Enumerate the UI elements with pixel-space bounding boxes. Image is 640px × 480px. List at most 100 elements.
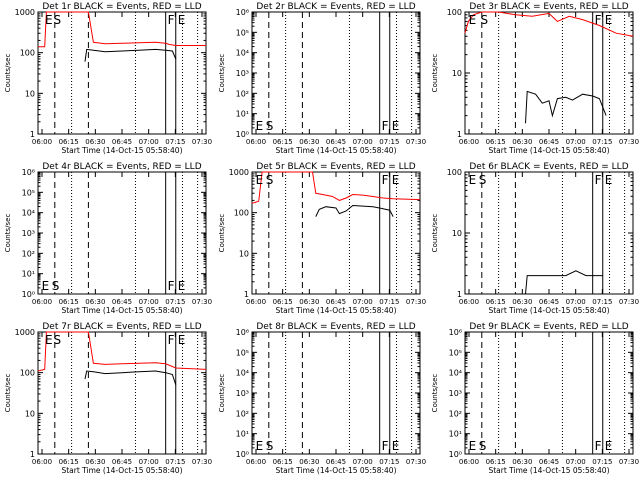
x-tick-label: 06:30 bbox=[512, 298, 532, 306]
y-tick-label: 1000 bbox=[15, 8, 35, 17]
y-axis-label: Counts/sec bbox=[431, 54, 439, 93]
x-tick-label: 06:00 bbox=[246, 458, 266, 466]
y-tick-label: 1000 bbox=[15, 328, 35, 337]
y-tick-label: 10² bbox=[236, 89, 249, 98]
x-tick-label: 06:15 bbox=[486, 138, 506, 146]
y-tick-label: 10¹ bbox=[22, 270, 35, 279]
x-tick-label: 07:30 bbox=[619, 458, 639, 466]
x-tick-label: 06:45 bbox=[112, 298, 132, 306]
x-tick-label: 06:00 bbox=[459, 138, 479, 146]
y-tick-label: 10² bbox=[236, 409, 249, 418]
y-tick-label: 10¹ bbox=[236, 110, 249, 119]
subplot-3: Det 3r BLACK = Events, RED = LLD 1 10 100 Co… bbox=[431, 2, 639, 155]
y-tick-label: 10² bbox=[449, 409, 462, 418]
y-tick-label: 10³ bbox=[449, 389, 462, 398]
plot-frame bbox=[251, 11, 421, 135]
y-tick-label: 10 bbox=[25, 409, 35, 418]
y-tick-label: 10³ bbox=[236, 389, 249, 398]
y-tick-label: 10 bbox=[452, 69, 462, 78]
subplot-title: Det 7r BLACK = Events, RED = LLD bbox=[42, 322, 201, 332]
event-marker-label: E bbox=[605, 13, 613, 27]
x-tick-label: 06:00 bbox=[459, 458, 479, 466]
x-tick-label: 07:15 bbox=[165, 138, 185, 146]
x-tick-label: 06:15 bbox=[59, 138, 79, 146]
x-tick-label: 06:45 bbox=[112, 458, 132, 466]
series-line-events bbox=[84, 48, 177, 62]
y-axis-label: Counts/sec bbox=[218, 214, 226, 253]
event-marker-label: E bbox=[178, 333, 186, 347]
event-marker-label: S bbox=[266, 173, 274, 187]
x-tick-label: 06:00 bbox=[32, 298, 52, 306]
y-tick-label: 10³ bbox=[22, 229, 35, 238]
x-tick-label: 07:30 bbox=[406, 298, 426, 306]
x-tick-label: 07:15 bbox=[379, 298, 399, 306]
event-marker-label: E bbox=[256, 119, 264, 133]
y-tick-label: 10⁰ bbox=[236, 450, 249, 459]
subplot-title: Det 6r BLACK = Events, RED = LLD bbox=[469, 162, 628, 172]
x-tick-label: 06:30 bbox=[512, 138, 532, 146]
y-tick-label: 10⁴ bbox=[236, 49, 249, 58]
y-tick-label: 10⁶ bbox=[22, 168, 35, 177]
y-tick-label: 10⁰ bbox=[449, 450, 462, 459]
plot-frame bbox=[464, 331, 634, 455]
y-tick-label: 100 bbox=[20, 49, 35, 58]
y-tick-label: 10⁵ bbox=[22, 188, 35, 197]
x-tick-label: 06:00 bbox=[246, 298, 266, 306]
y-tick-label: 10⁶ bbox=[236, 8, 249, 17]
y-axis-label: Counts/sec bbox=[4, 54, 12, 93]
subplot-7: Det 7r BLACK = Events, RED = LLD 1 10 100 10… bbox=[4, 322, 212, 475]
y-tick-label: 10¹ bbox=[236, 430, 249, 439]
y-tick-label: 10³ bbox=[236, 69, 249, 78]
y-axis-label: Counts/sec bbox=[218, 374, 226, 413]
x-tick-label: 07:15 bbox=[165, 298, 185, 306]
y-tick-label: 10 bbox=[25, 89, 35, 98]
plot-frame bbox=[37, 331, 207, 455]
subplot-title: Det 9r BLACK = Events, RED = LLD bbox=[469, 322, 628, 332]
plot-frame bbox=[464, 11, 634, 135]
subplot-title: Det 5r BLACK = Events, RED = LLD bbox=[256, 162, 415, 172]
x-tick-label: 06:45 bbox=[539, 138, 559, 146]
y-tick-label: 10⁶ bbox=[449, 328, 462, 337]
event-marker-label: S bbox=[479, 439, 487, 453]
y-axis-label: Counts/sec bbox=[431, 214, 439, 253]
x-tick-label: 07:30 bbox=[192, 298, 212, 306]
x-tick-label: 06:00 bbox=[246, 138, 266, 146]
event-marker-label: E bbox=[469, 173, 477, 187]
event-marker-label: S bbox=[266, 119, 274, 133]
x-tick-label: 07:15 bbox=[592, 458, 612, 466]
event-marker-label: S bbox=[52, 279, 60, 293]
series-line-lld bbox=[251, 171, 421, 204]
y-tick-label: 1 bbox=[30, 130, 35, 139]
x-axis-label: Start Time (14-Oct-15 05:58:40) bbox=[275, 306, 396, 315]
x-tick-label: 07:30 bbox=[192, 138, 212, 146]
subplot-2: Det 2r BLACK = Events, RED = LLD 10⁰ 10¹ 10… bbox=[218, 2, 426, 155]
y-tick-label: 10⁵ bbox=[236, 28, 249, 37]
event-marker-label: S bbox=[480, 13, 488, 27]
x-tick-label: 07:15 bbox=[379, 458, 399, 466]
y-tick-label: 10⁴ bbox=[449, 369, 462, 378]
x-tick-label: 07:00 bbox=[566, 138, 586, 146]
x-tick-label: 06:45 bbox=[326, 138, 346, 146]
event-marker-label: E bbox=[605, 173, 613, 187]
event-marker-label: F bbox=[168, 333, 175, 347]
y-tick-label: 100 bbox=[447, 168, 462, 177]
x-axis-label: Start Time (14-Oct-15 05:58:40) bbox=[61, 146, 182, 155]
y-tick-label: 10⁰ bbox=[22, 290, 35, 299]
subplot-title: Det 2r BLACK = Events, RED = LLD bbox=[256, 2, 415, 12]
x-tick-label: 07:15 bbox=[592, 298, 612, 306]
y-tick-label: 10⁶ bbox=[236, 328, 249, 337]
y-tick-label: 10⁵ bbox=[236, 348, 249, 357]
x-axis-label: Start Time (14-Oct-15 05:58:40) bbox=[61, 306, 182, 315]
event-marker-label: S bbox=[266, 439, 274, 453]
x-axis-label: Start Time (14-Oct-15 05:58:40) bbox=[488, 466, 609, 475]
x-tick-label: 06:00 bbox=[32, 138, 52, 146]
subplot-1: Det 1r BLACK = Events, RED = LLD 1 10 100 10… bbox=[4, 2, 212, 155]
y-tick-label: 100 bbox=[234, 209, 249, 218]
subplot-8: Det 8r BLACK = Events, RED = LLD 10⁰ 10¹ 10… bbox=[218, 322, 426, 475]
subplot-6: Det 6r BLACK = Events, RED = LLD 1 10 100 Co… bbox=[431, 162, 639, 315]
x-tick-label: 06:45 bbox=[326, 298, 346, 306]
x-tick-label: 06:45 bbox=[326, 458, 346, 466]
x-tick-label: 07:15 bbox=[165, 458, 185, 466]
x-tick-label: 06:15 bbox=[59, 298, 79, 306]
